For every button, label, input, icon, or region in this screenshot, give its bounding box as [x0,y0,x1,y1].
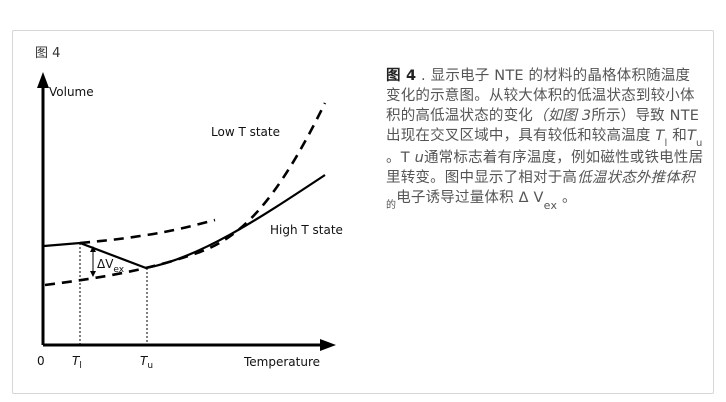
caption-text-17: 。 [557,190,577,206]
caption-text-2: （如图 [533,108,578,124]
caption-text-14: 的 [386,200,397,211]
caption-text-1: . 显示电子 NTE 的材料的晶格体积随温度变化的示意图。从较大体积的低温状态到… [386,68,695,124]
delta-v-label: ΔVex [97,257,125,275]
caption-sub-u: u [696,138,703,149]
delta-v-arrowhead-bottom [90,271,96,277]
x-axis-label: Temperature [243,355,320,369]
high-t-state-curve [43,174,326,270]
caption-text-15: 电子诱导过量体积 Δ V [396,190,544,206]
x-axis-arrowhead [320,339,336,351]
caption-text-12: 通常标志着有序温度，例如磁性或铁电性居里转变。图中显示了相对于高 [386,150,704,186]
caption-sub-ex: ex [543,199,558,212]
delta-v-arrowhead-top [90,246,96,252]
y-axis-label: Volume [49,85,94,99]
caption-text-5: T [650,128,665,144]
high-t-extrapolation [79,218,216,245]
caption-text-8: T [686,128,697,144]
caption-text-7: 和 [667,128,687,144]
tick-t-upper: Tu [140,354,153,371]
figure-card [12,30,714,394]
caption-text-13: 低温状态外推体积 [577,170,695,186]
tick-t-lower: Tl [72,354,82,371]
caption-text-11: u [414,150,424,166]
low-t-state-curve [44,102,327,287]
figure-label: 图 4 [35,46,61,61]
high-t-state-label: High T state [270,223,343,237]
low-t-state-label: Low T state [211,125,280,139]
caption-text-3: 3 [577,108,592,124]
origin-label: 0 [37,354,45,368]
figure-caption: 图 4 . 显示电子 NTE 的材料的晶格体积随温度变化的示意图。从较大体积的低… [386,66,704,212]
caption-text-4: 所示）导致 NTE 出现在交叉区域中，具有较低和较高温度 [386,108,700,144]
caption-lead: 图 4 [386,68,417,84]
y-axis-arrowhead [37,72,49,88]
caption-sub-l: l [664,138,668,149]
caption-text-10: 。T [386,150,415,166]
